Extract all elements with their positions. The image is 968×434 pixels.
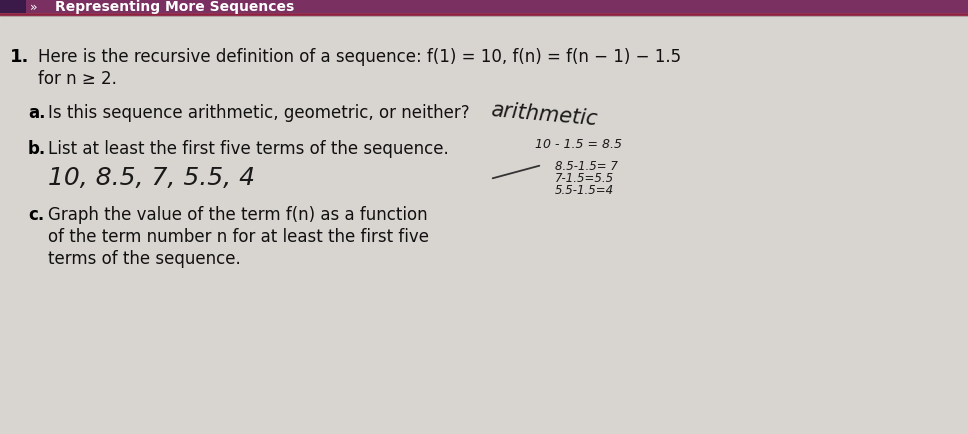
Text: c.: c. xyxy=(28,206,45,224)
Text: 8.5-1.5= 7: 8.5-1.5= 7 xyxy=(555,160,618,173)
Text: 7-1.5=5.5: 7-1.5=5.5 xyxy=(555,171,614,184)
Text: »: » xyxy=(30,0,38,13)
Text: Here is the recursive definition of a sequence: f(1) = 10, f(n) = f(n − 1) − 1.5: Here is the recursive definition of a se… xyxy=(38,48,681,66)
Text: 1.: 1. xyxy=(10,48,29,66)
Text: terms of the sequence.: terms of the sequence. xyxy=(48,250,241,267)
Text: Is this sequence arithmetic, geometric, or neither?: Is this sequence arithmetic, geometric, … xyxy=(48,104,469,122)
Text: of the term number n for at least the first five: of the term number n for at least the fi… xyxy=(48,227,429,246)
Text: Graph the value of the term f(n) as a function: Graph the value of the term f(n) as a fu… xyxy=(48,206,428,224)
Text: Representing More Sequences: Representing More Sequences xyxy=(55,0,294,14)
Text: 10, 8.5, 7, 5.5, 4: 10, 8.5, 7, 5.5, 4 xyxy=(48,166,255,190)
Bar xyxy=(0,0,968,14)
Bar xyxy=(0,0,26,14)
Text: arithmetic: arithmetic xyxy=(490,100,598,129)
Text: List at least the first five terms of the sequence.: List at least the first five terms of th… xyxy=(48,140,449,158)
Text: 5.5-1.5=4: 5.5-1.5=4 xyxy=(555,184,614,197)
Text: a.: a. xyxy=(28,104,45,122)
Text: b.: b. xyxy=(28,140,46,158)
Text: for n ≥ 2.: for n ≥ 2. xyxy=(38,70,117,88)
Text: 10 - 1.5 = 8.5: 10 - 1.5 = 8.5 xyxy=(535,138,622,151)
